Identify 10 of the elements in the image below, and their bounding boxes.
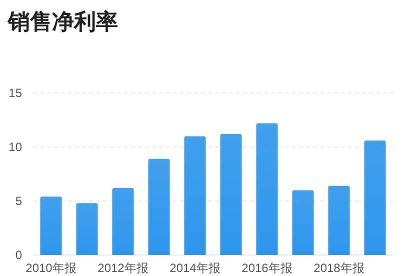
x-tick-label: 2012年报 [98, 261, 148, 275]
y-tick-label: 15 [8, 86, 22, 100]
chart-title: 销售净利率 [7, 9, 118, 34]
x-tick-label: 2014年报 [170, 261, 220, 275]
y-tick-label: 10 [8, 140, 22, 154]
y-tick-label: 0 [15, 248, 22, 262]
x-tick-label: 2018年报 [314, 261, 364, 275]
x-tick-label: 2010年报 [26, 261, 76, 275]
y-tick-label: 5 [15, 194, 22, 208]
x-tick-label: 2016年报 [242, 261, 292, 275]
